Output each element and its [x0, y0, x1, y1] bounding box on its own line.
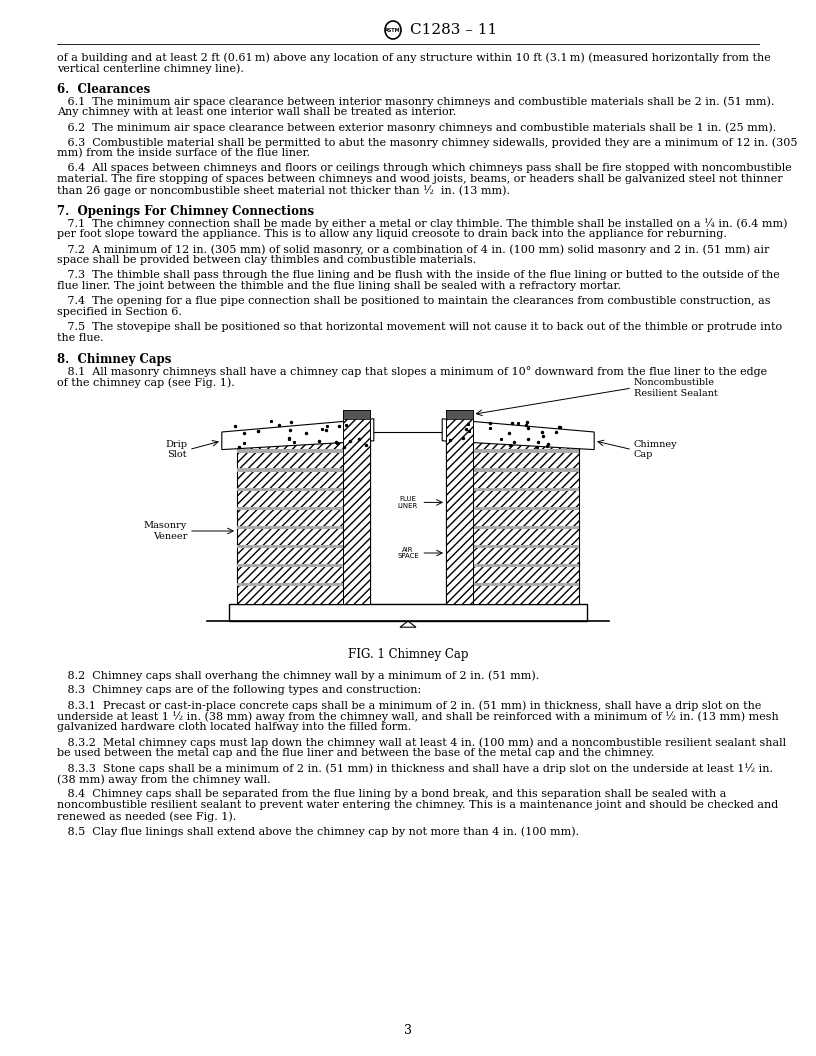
- Bar: [237, 507, 370, 510]
- Bar: [237, 469, 370, 472]
- Text: 6.2  The minimum air space clearance between exterior masonry chimneys and combu: 6.2 The minimum air space clearance betw…: [57, 122, 776, 133]
- Text: 7.  Openings For Chimney Connections: 7. Openings For Chimney Connections: [57, 205, 314, 218]
- Text: 7.2  A minimum of 12 in. (305 mm) of solid masonry, or a combination of 4 in. (1: 7.2 A minimum of 12 in. (305 mm) of soli…: [57, 244, 769, 254]
- Bar: [344, 410, 370, 419]
- Polygon shape: [400, 621, 416, 627]
- Bar: [229, 604, 587, 621]
- Text: Masonry
Veneer: Masonry Veneer: [144, 522, 187, 541]
- Text: vertical centerline chimney line).: vertical centerline chimney line).: [57, 63, 244, 74]
- Text: C1283 – 11: C1283 – 11: [410, 23, 497, 37]
- Text: ASTM: ASTM: [385, 27, 401, 33]
- Text: specified in Section 6.: specified in Section 6.: [57, 307, 182, 317]
- Text: FLUE
LINER: FLUE LINER: [398, 496, 418, 509]
- Bar: [237, 432, 370, 604]
- Bar: [446, 450, 579, 453]
- Text: 8.4  Chimney caps shall be separated from the flue lining by a bond break, and t: 8.4 Chimney caps shall be separated from…: [57, 789, 726, 799]
- Bar: [237, 583, 370, 586]
- Bar: [446, 507, 579, 510]
- Bar: [237, 526, 370, 529]
- Polygon shape: [222, 419, 374, 450]
- Text: 8.3.2  Metal chimney caps must lap down the chimney wall at least 4 in. (100 mm): 8.3.2 Metal chimney caps must lap down t…: [57, 737, 786, 748]
- Text: space shall be provided between clay thimbles and combustible materials.: space shall be provided between clay thi…: [57, 254, 477, 265]
- Bar: [344, 410, 370, 604]
- Text: than 26 gage or noncombustible sheet material not thicker than ½  in. (13 mm).: than 26 gage or noncombustible sheet mat…: [57, 185, 510, 195]
- Text: 8.5  Clay flue linings shall extend above the chimney cap by not more than 4 in.: 8.5 Clay flue linings shall extend above…: [57, 826, 579, 836]
- Text: of the chimney cap (see Fig. 1).: of the chimney cap (see Fig. 1).: [57, 377, 235, 388]
- Text: 8.3  Chimney caps are of the following types and construction:: 8.3 Chimney caps are of the following ty…: [57, 685, 421, 695]
- Bar: [237, 545, 370, 548]
- Bar: [446, 526, 579, 529]
- Bar: [370, 432, 446, 604]
- Text: 6.  Clearances: 6. Clearances: [57, 83, 150, 96]
- Text: mm) from the inside surface of the flue liner.: mm) from the inside surface of the flue …: [57, 148, 310, 158]
- Text: 6.3  Combustible material shall be permitted to abut the masonry chimney sidewal: 6.3 Combustible material shall be permit…: [57, 137, 797, 148]
- Text: underside at least 1 ½ in. (38 mm) away from the chimney wall, and shall be rein: underside at least 1 ½ in. (38 mm) away …: [57, 711, 778, 721]
- Polygon shape: [442, 419, 594, 450]
- Text: 7.4  The opening for a flue pipe connection shall be positioned to maintain the : 7.4 The opening for a flue pipe connecti…: [57, 296, 770, 306]
- Text: 8.3.3  Stone caps shall be a minimum of 2 in. (51 mm) in thickness and shall hav: 8.3.3 Stone caps shall be a minimum of 2…: [57, 763, 773, 774]
- Text: 7.3  The thimble shall pass through the flue lining and be flush with the inside: 7.3 The thimble shall pass through the f…: [57, 270, 780, 280]
- Text: 6.4  All spaces between chimneys and floors or ceilings through which chimneys p: 6.4 All spaces between chimneys and floo…: [57, 163, 792, 173]
- Text: 7.1  The chimney connection shall be made by either a metal or clay thimble. The: 7.1 The chimney connection shall be made…: [57, 218, 787, 229]
- Bar: [446, 564, 579, 567]
- Text: noncombustible resilient sealant to prevent water entering the chimney. This is : noncombustible resilient sealant to prev…: [57, 800, 778, 810]
- Text: of a building and at least 2 ft (0.61 m) above any location of any structure wit: of a building and at least 2 ft (0.61 m)…: [57, 52, 771, 62]
- Text: Drip
Slot: Drip Slot: [165, 440, 187, 459]
- Text: AIR
SPACE: AIR SPACE: [397, 547, 419, 560]
- Text: Any chimney with at least one interior wall shall be treated as interior.: Any chimney with at least one interior w…: [57, 107, 456, 117]
- Text: galvanized hardware cloth located halfway into the filled form.: galvanized hardware cloth located halfwa…: [57, 722, 411, 732]
- Text: FIG. 1 Chimney Cap: FIG. 1 Chimney Cap: [348, 648, 468, 661]
- Text: the flue.: the flue.: [57, 333, 104, 343]
- Text: (38 mm) away from the chimney wall.: (38 mm) away from the chimney wall.: [57, 774, 271, 785]
- Text: flue liner. The joint between the thimble and the flue lining shall be sealed wi: flue liner. The joint between the thimbl…: [57, 281, 621, 291]
- Text: Noncombustible
Resilient Sealant: Noncombustible Resilient Sealant: [634, 378, 718, 398]
- Bar: [446, 545, 579, 548]
- Text: renewed as needed (see Fig. 1).: renewed as needed (see Fig. 1).: [57, 811, 237, 822]
- Bar: [237, 564, 370, 567]
- Text: material. The fire stopping of spaces between chimneys and wood joists, beams, o: material. The fire stopping of spaces be…: [57, 174, 783, 184]
- Bar: [446, 583, 579, 586]
- Text: per foot slope toward the appliance. This is to allow any liquid creosote to dra: per foot slope toward the appliance. Thi…: [57, 229, 727, 239]
- Text: 8.  Chimney Caps: 8. Chimney Caps: [57, 353, 171, 366]
- Text: 8.2  Chimney caps shall overhang the chimney wall by a minimum of 2 in. (51 mm).: 8.2 Chimney caps shall overhang the chim…: [57, 670, 539, 680]
- Bar: [237, 488, 370, 491]
- Text: 7.5  The stovepipe shall be positioned so that horizontal movement will not caus: 7.5 The stovepipe shall be positioned so…: [57, 322, 782, 332]
- Bar: [446, 410, 472, 419]
- Text: Chimney
Cap: Chimney Cap: [634, 440, 677, 459]
- Text: 3: 3: [404, 1023, 412, 1037]
- Bar: [446, 488, 579, 491]
- Bar: [237, 450, 370, 453]
- Text: be used between the metal cap and the flue liner and between the base of the met: be used between the metal cap and the fl…: [57, 748, 654, 758]
- Text: 6.1  The minimum air space clearance between interior masonry chimneys and combu: 6.1 The minimum air space clearance betw…: [57, 96, 774, 107]
- Text: 8.3.1  Precast or cast-in-place concrete caps shall be a minimum of 2 in. (51 mm: 8.3.1 Precast or cast-in-place concrete …: [57, 700, 761, 711]
- Bar: [446, 469, 579, 472]
- Bar: [446, 432, 579, 604]
- Text: 8.1  All masonry chimneys shall have a chimney cap that slopes a minimum of 10° : 8.1 All masonry chimneys shall have a ch…: [57, 366, 767, 377]
- Bar: [446, 410, 472, 604]
